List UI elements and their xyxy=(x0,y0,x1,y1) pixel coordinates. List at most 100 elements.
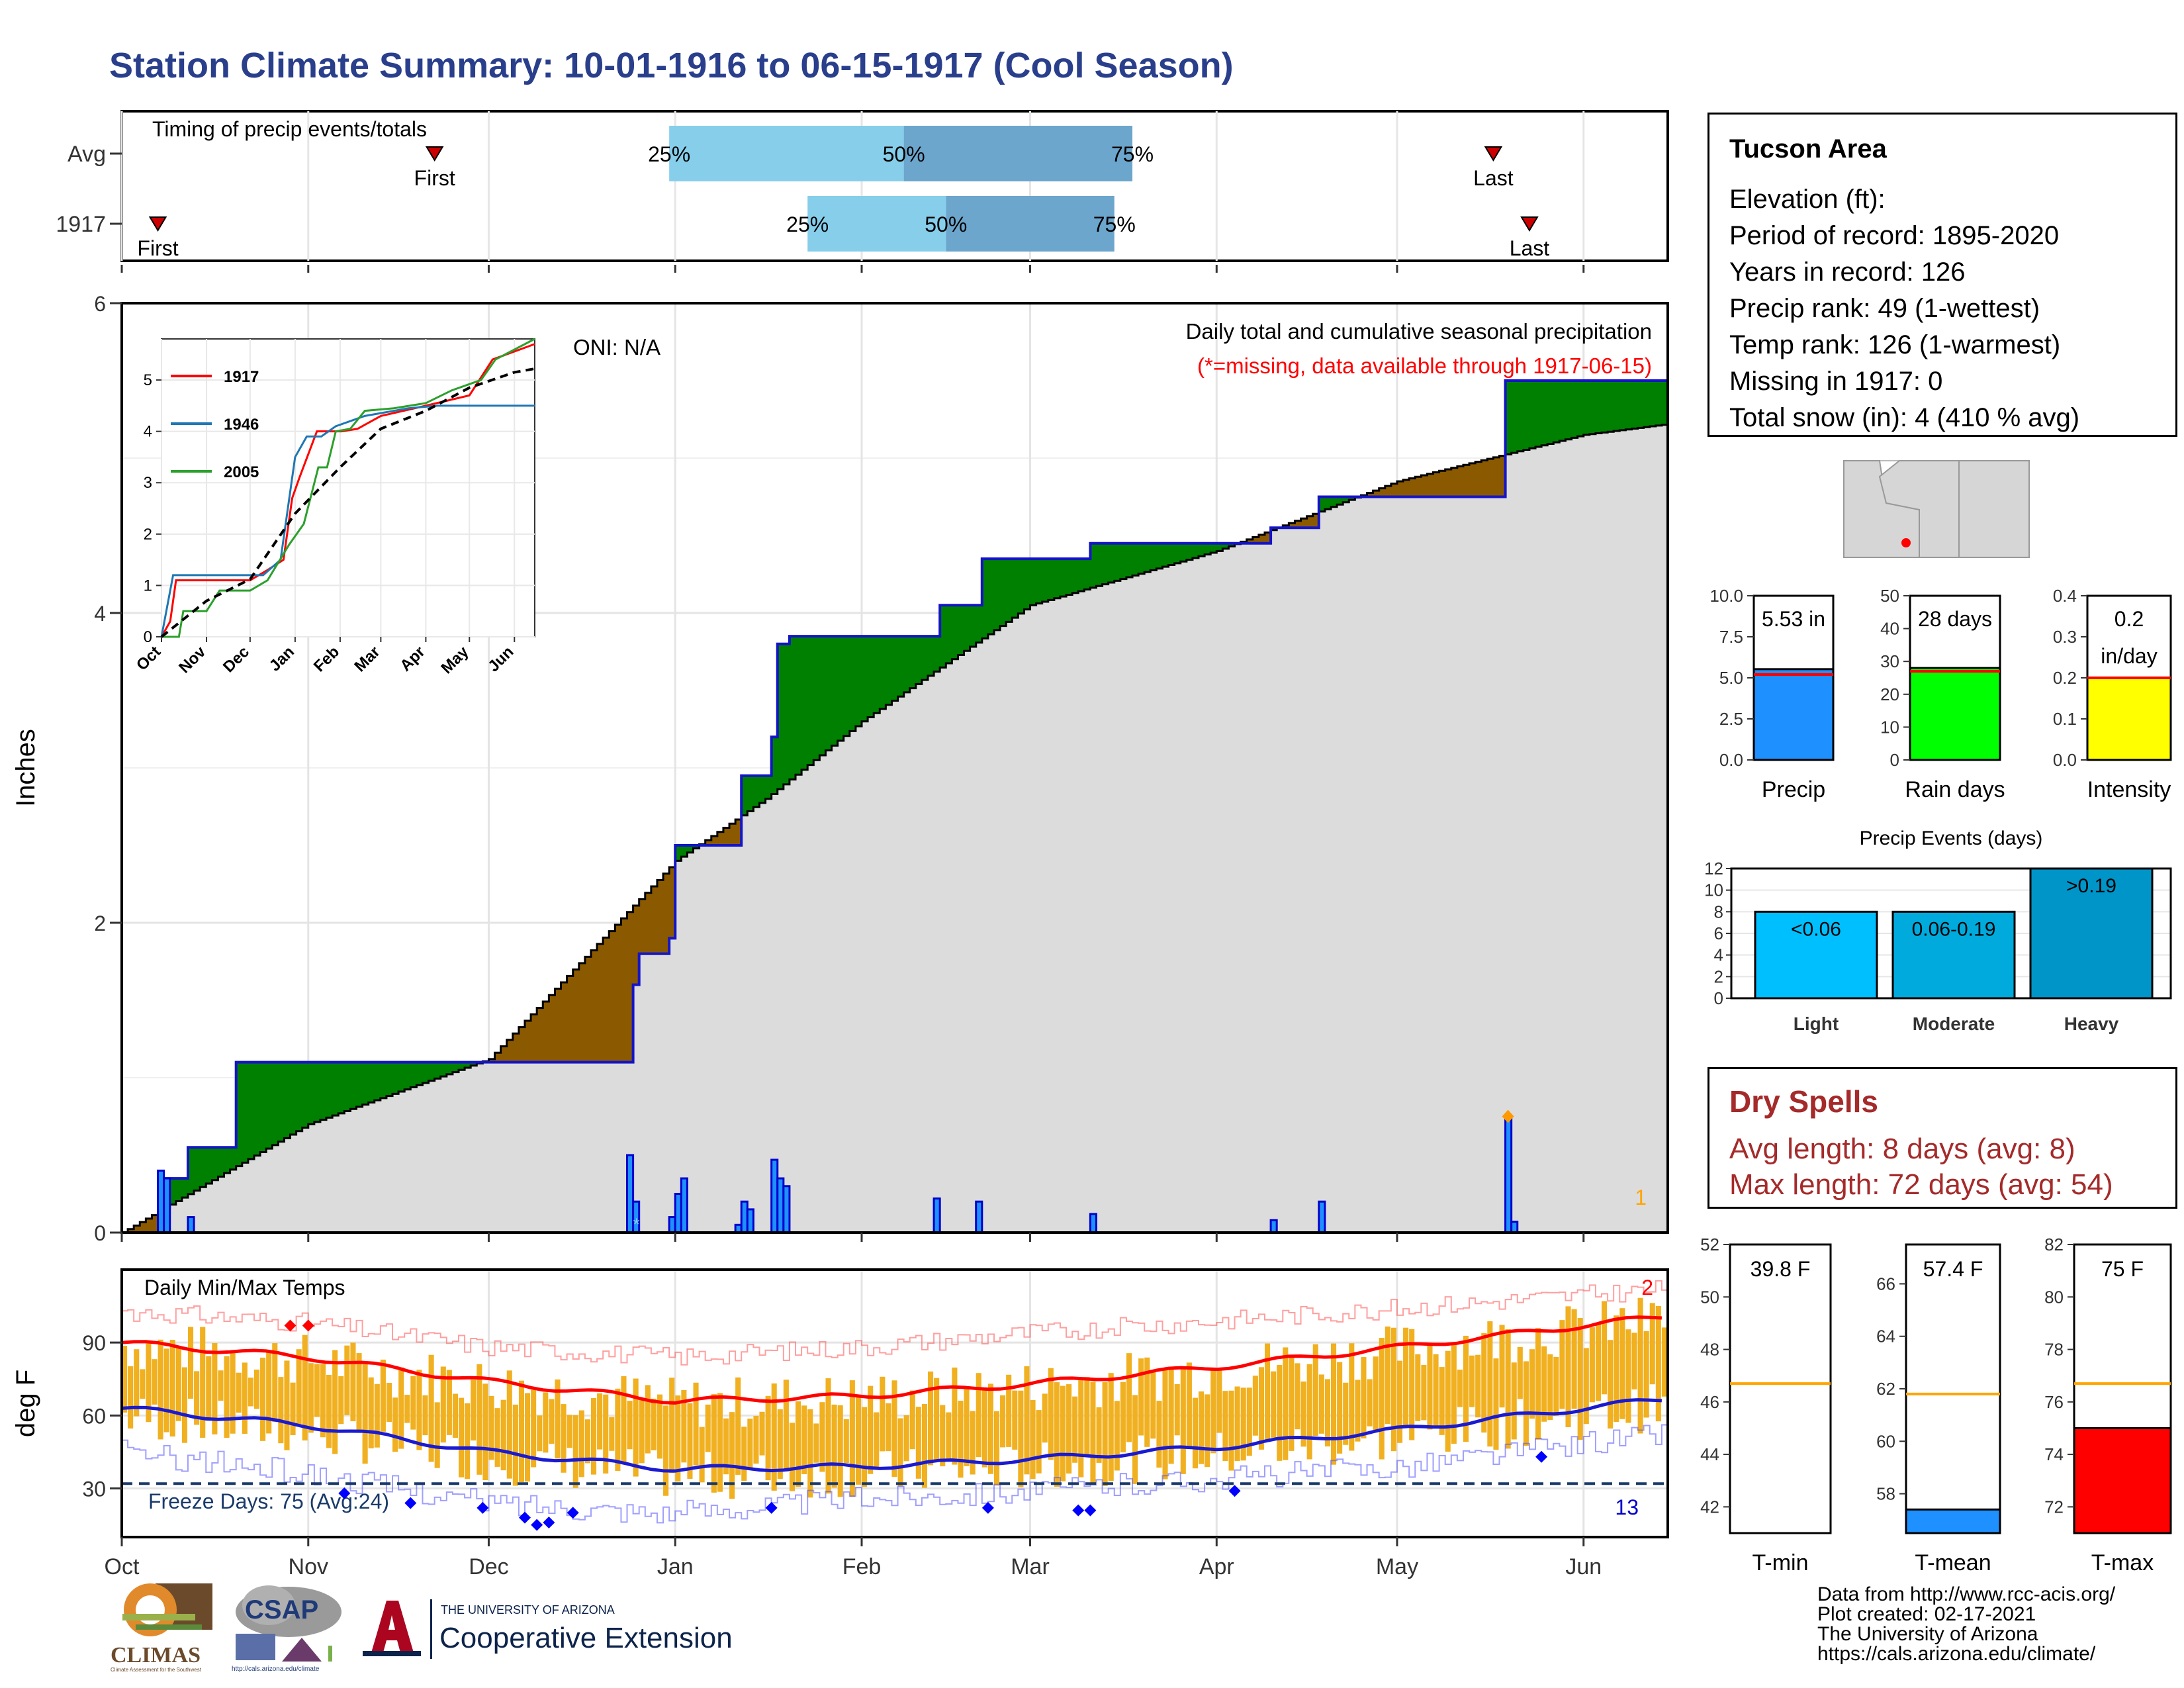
last-marker-icon xyxy=(1484,146,1503,162)
daily-temp-bar xyxy=(1246,1387,1252,1456)
surplus-fill xyxy=(981,559,989,639)
daily-temp-bar xyxy=(1150,1372,1156,1439)
daily-temp-bar xyxy=(1457,1370,1463,1407)
daily-temp-bar xyxy=(561,1404,567,1473)
deficit-fill xyxy=(1295,520,1302,528)
tmin-gauge-value-label: 39.8 F xyxy=(1751,1257,1811,1281)
surplus-fill xyxy=(320,1062,327,1120)
footer-url: https://cals.arizona.edu/climate/ xyxy=(1817,1643,2096,1665)
inset-y-tick-label: 0 xyxy=(144,628,152,646)
surplus-fill xyxy=(278,1062,285,1142)
first-marker-icon xyxy=(425,146,444,162)
freeze-days-label: Freeze Days: 75 (Avg:24) xyxy=(148,1489,389,1513)
deficit-fill xyxy=(1367,492,1374,497)
surplus-fill xyxy=(789,636,796,780)
daily-temp-bar xyxy=(1469,1355,1475,1407)
deficit-fill xyxy=(549,995,556,1062)
surplus-fill xyxy=(987,559,995,635)
daily-precip-bar xyxy=(782,1185,791,1234)
dry-spells-avg: Avg length: 8 days (avg: 8) xyxy=(1729,1133,2075,1165)
daily-temp-bar xyxy=(1295,1363,1300,1430)
first-marker-icon xyxy=(148,216,167,232)
temp-x-tick-label: Jan xyxy=(657,1554,694,1579)
info-temp-rank: Temp rank: 126 (1-warmest) xyxy=(1729,330,2061,359)
deficit-fill xyxy=(1439,471,1446,497)
daily-temp-bar xyxy=(813,1423,819,1463)
surplus-fill xyxy=(1541,381,1548,445)
temp-x-tick-label: May xyxy=(1376,1554,1418,1579)
deficit-fill xyxy=(500,1046,508,1062)
daily-temp-bar xyxy=(1619,1308,1625,1419)
surplus-fill xyxy=(290,1062,297,1135)
deficit-fill xyxy=(663,873,670,954)
daily-temp-bar xyxy=(1126,1353,1132,1442)
raindays-gauge-value-label: 28 days xyxy=(1918,607,1992,631)
daily-temp-bar xyxy=(597,1393,603,1450)
daily-temp-bar xyxy=(639,1399,645,1464)
daily-temp-bar xyxy=(206,1356,212,1421)
surplus-fill xyxy=(1066,559,1073,595)
deficit-fill xyxy=(603,937,610,1062)
daily-temp-bar xyxy=(1655,1305,1661,1422)
surplus-fill xyxy=(1608,381,1614,432)
surplus-fill xyxy=(831,636,839,746)
timing-last-label: Last xyxy=(1510,236,1550,260)
daily-temp-bar xyxy=(1487,1321,1493,1447)
temp-panel-frame xyxy=(120,1268,1669,1538)
surplus-fill xyxy=(1577,381,1584,437)
events-tick-label: 10 xyxy=(1704,880,1723,900)
surplus-fill xyxy=(1337,496,1343,505)
csap-cloud-icon xyxy=(236,1585,341,1662)
tmean-gauge-frame xyxy=(1905,1243,2001,1534)
daily-temp-bar xyxy=(837,1405,843,1497)
daily-temp-bar xyxy=(609,1417,615,1451)
events-tick-label: 12 xyxy=(1704,859,1723,878)
deficit-fill xyxy=(633,906,640,985)
daily-temp-bar xyxy=(1583,1348,1589,1425)
deficit-fill xyxy=(572,969,580,1062)
surplus-fill xyxy=(796,636,802,775)
deficit-fill xyxy=(1499,455,1506,497)
surplus-fill xyxy=(946,605,952,664)
precip-y-tick-label: 6 xyxy=(94,292,106,316)
deficit-fill xyxy=(711,835,718,845)
timing-row-label: 1917 xyxy=(56,212,106,237)
surplus-fill xyxy=(753,775,760,808)
daily-temp-bar xyxy=(194,1371,200,1425)
oni-label: ONI: N/A xyxy=(573,335,660,359)
daily-temp-bar xyxy=(140,1369,146,1399)
daily-temp-bar xyxy=(1445,1350,1451,1452)
surplus-fill xyxy=(1349,496,1355,500)
csap-logo: CSAP http://cals.arizona.edu/climate xyxy=(229,1582,348,1675)
intensity-gauge-bar xyxy=(2086,677,2172,761)
events-tick-label: 4 xyxy=(1714,945,1723,965)
daily-temp-bar xyxy=(344,1345,350,1415)
deficit-fill xyxy=(134,1225,140,1233)
daily-temp-bar xyxy=(422,1395,428,1436)
daily-temp-bar xyxy=(615,1388,621,1471)
daily-temp-bar xyxy=(181,1367,187,1443)
surplus-fill xyxy=(392,1062,399,1094)
daily-temp-bar xyxy=(242,1362,248,1434)
daily-temp-bar xyxy=(958,1400,964,1478)
tmax-gauge-tick-label: 78 xyxy=(2044,1340,2064,1360)
daily-temp-bar xyxy=(1367,1379,1373,1427)
raindays-gauge-tick-label: 40 xyxy=(1880,619,1899,639)
daily-temp-bar xyxy=(789,1423,796,1491)
daily-temp-bar xyxy=(1547,1354,1553,1421)
daily-temp-bar xyxy=(1234,1386,1240,1462)
daily-temp-bar xyxy=(338,1376,344,1425)
daily-temp-bar xyxy=(976,1373,981,1458)
intensity-gauge-value-label: 0.2 xyxy=(2115,607,2144,631)
deficit-fill xyxy=(1300,518,1308,528)
daily-temp-bar xyxy=(1036,1410,1042,1474)
surplus-fill xyxy=(1114,543,1121,581)
events-bar-heavy xyxy=(2029,867,2154,1000)
deficit-fill xyxy=(1457,466,1464,497)
surplus-fill xyxy=(1602,381,1608,433)
raindays-gauge-tick-label: 0 xyxy=(1890,750,1899,770)
deficit-fill xyxy=(1451,467,1458,497)
daily-temp-bar xyxy=(398,1367,404,1449)
daily-temp-bar xyxy=(1379,1338,1385,1460)
daily-temp-bar xyxy=(1643,1331,1649,1418)
